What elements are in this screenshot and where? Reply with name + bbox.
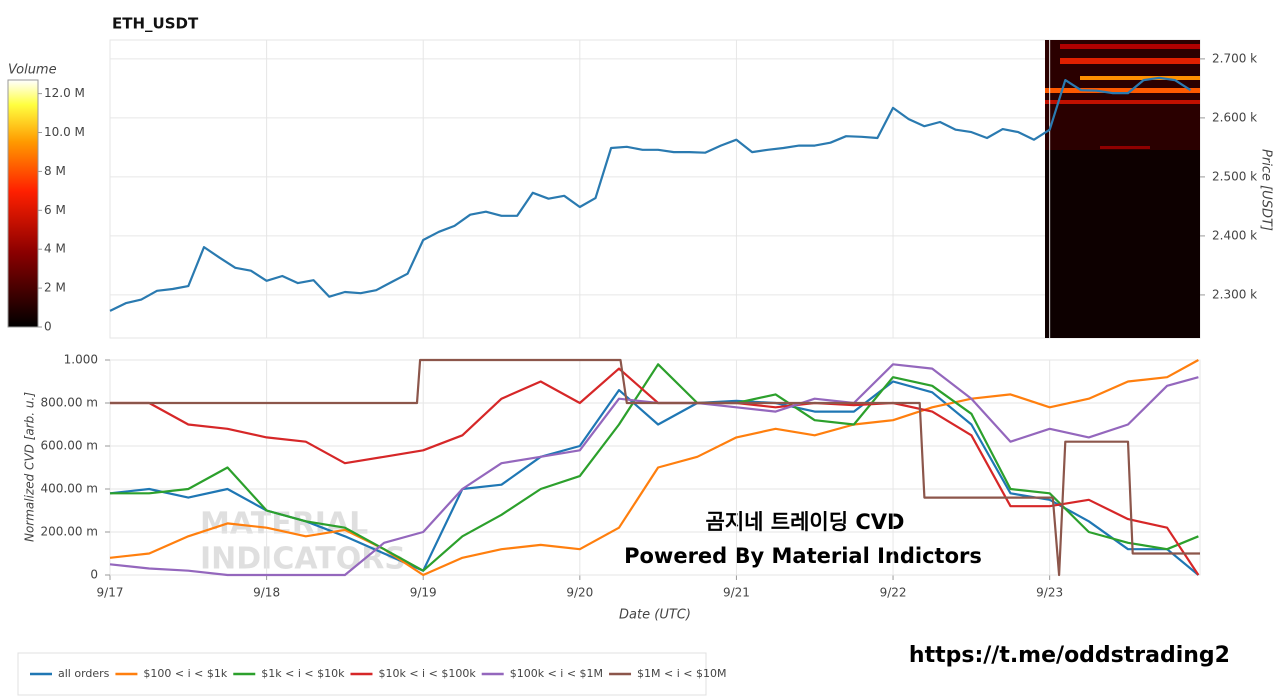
colorbar-tick-label: 2 M: [44, 281, 66, 295]
y-tick-label: 800.00 m: [41, 396, 99, 410]
x-tick-label: 9/20: [566, 586, 593, 600]
legend-label: $100k < i < $1M: [510, 667, 603, 680]
price-plot-area: [109, 39, 1201, 339]
y-axis-label: Price [USDT]: [1259, 149, 1274, 231]
colorbar-tick-label: 6 M: [44, 203, 66, 217]
y-tick-label: 2.300 k: [1212, 287, 1257, 301]
cvd-line: [110, 363, 1199, 572]
annotation: Powered By Material Indictors: [624, 544, 982, 568]
watermark: MATERIAL INDICATORS: [200, 507, 406, 577]
colorbar-tick-label: 4 M: [44, 242, 66, 256]
legend-label: $10k < i < $100k: [378, 667, 476, 680]
colorbar-tick-label: 8 M: [44, 164, 66, 178]
x-tick-label: 9/22: [880, 586, 907, 600]
y-tick-label: 200.00 m: [41, 525, 99, 539]
x-tick-label: 9/17: [97, 586, 124, 600]
colorbar-tick-label: 0: [44, 320, 52, 334]
footer-link: https://t.me/oddstrading2: [909, 643, 1230, 668]
colorbar-tick-label: 10.0 M: [44, 125, 85, 139]
y-tick-label: 600.00 m: [41, 439, 99, 453]
x-tick-label: 9/19: [410, 586, 437, 600]
y-tick-label: 2.600 k: [1212, 110, 1257, 124]
cvd-line: [109, 359, 1199, 577]
colorbar-label: Volume: [8, 63, 57, 78]
y-tick-label: 2.400 k: [1212, 228, 1257, 242]
legend-label: $100 < i < $1k: [143, 667, 227, 680]
chart-title: ETH_USDT: [112, 15, 199, 33]
watermark-text: INDICATORS: [200, 542, 406, 577]
y-tick-label: 400.00 m: [41, 482, 99, 496]
heatmap: [1045, 40, 1200, 338]
y-tick-label: 0: [90, 568, 98, 582]
y-tick-label: 1.000: [64, 353, 98, 367]
x-tick-label: 9/18: [253, 586, 280, 600]
x-tick-label: 9/21: [723, 586, 750, 600]
x-tick-label: 9/23: [1036, 586, 1063, 600]
cvd-line: [110, 358, 1200, 577]
legend-label: $1M < i < $10M: [637, 667, 726, 680]
legend-label: $1k < i < $10k: [261, 667, 345, 680]
y-axis-label: Normalized CVD [arb. u.]: [23, 392, 37, 542]
colorbar-tick-label: 12.0 M: [44, 86, 85, 100]
price-line: [109, 76, 1192, 312]
legend-items: all orders $100 < i < $1k $1k < i < $10k $1…: [30, 667, 726, 680]
y-tick-label: 2.500 k: [1212, 169, 1257, 183]
x-axis-label: Date (UTC): [619, 608, 691, 623]
legend-label: all orders: [58, 667, 110, 680]
y-tick-label: 2.700 k: [1212, 51, 1257, 65]
colorbar: [7, 79, 39, 328]
annotation: 곰지네 트레이딩 CVD: [706, 510, 905, 534]
